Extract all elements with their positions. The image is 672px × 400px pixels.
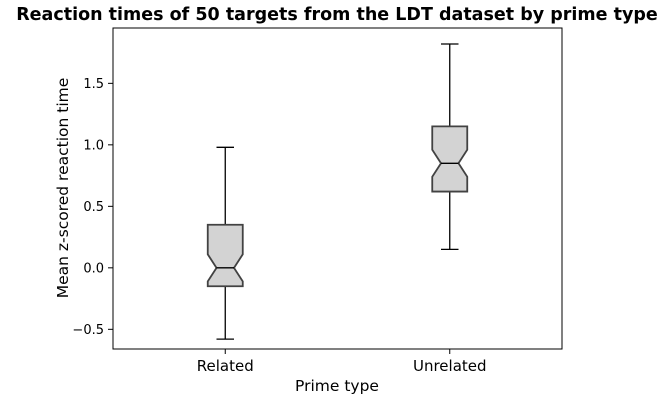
y-tick-label: 1.5 <box>83 77 104 92</box>
y-axis-label: Mean z-scored reaction time <box>54 78 72 299</box>
notched-box <box>431 125 469 193</box>
y-tick-label: 0.0 <box>83 261 104 276</box>
x-tick-label: Unrelated <box>413 357 487 375</box>
x-tick-label: Related <box>197 357 254 375</box>
y-axis-ticks: −0.5 0.0 0.5 1.0 1.5 <box>72 77 113 338</box>
plot-area-border <box>112 27 563 350</box>
x-axis-ticks: Related Unrelated <box>197 349 487 375</box>
y-tick-label: −0.5 <box>72 323 104 338</box>
box-related <box>206 146 244 340</box>
box-unrelated <box>431 43 469 251</box>
notched-box <box>206 223 244 288</box>
boxplot-series <box>206 43 469 340</box>
y-tick-label: 1.0 <box>83 138 104 153</box>
chart-title: Reaction times of 50 targets from the LD… <box>16 5 658 25</box>
y-tick-label: 0.5 <box>83 200 104 215</box>
x-axis-label: Prime type <box>295 377 379 395</box>
